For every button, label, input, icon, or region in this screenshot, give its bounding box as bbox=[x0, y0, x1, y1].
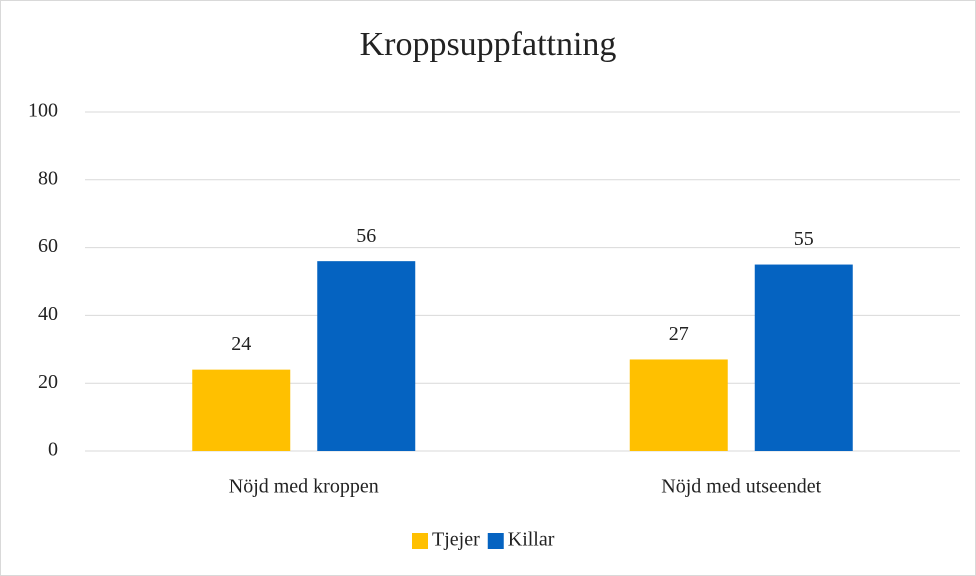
legend-swatch bbox=[487, 533, 504, 549]
y-tick-label: 0 bbox=[48, 439, 58, 461]
chart-title: Kroppsuppfattning bbox=[360, 26, 617, 63]
data-label: 24 bbox=[231, 333, 251, 355]
y-tick-label: 60 bbox=[38, 235, 58, 257]
y-tick-label: 80 bbox=[38, 167, 58, 189]
bar bbox=[754, 264, 853, 451]
data-label: 55 bbox=[794, 228, 814, 250]
y-tick-label: 20 bbox=[38, 371, 58, 393]
bar bbox=[629, 359, 728, 451]
data-label: 27 bbox=[669, 323, 689, 345]
legend-label: Tjejer bbox=[432, 529, 480, 551]
y-tick-label: 100 bbox=[28, 100, 58, 122]
bar bbox=[192, 369, 291, 451]
x-tick-label: Nöjd med kroppen bbox=[229, 476, 379, 498]
data-label: 56 bbox=[356, 225, 376, 247]
bar bbox=[317, 261, 416, 451]
legend-label: Killar bbox=[508, 529, 555, 551]
legend-swatch bbox=[412, 533, 428, 549]
y-tick-label: 40 bbox=[38, 303, 58, 325]
x-tick-label: Nöjd med utseendet bbox=[661, 476, 821, 498]
